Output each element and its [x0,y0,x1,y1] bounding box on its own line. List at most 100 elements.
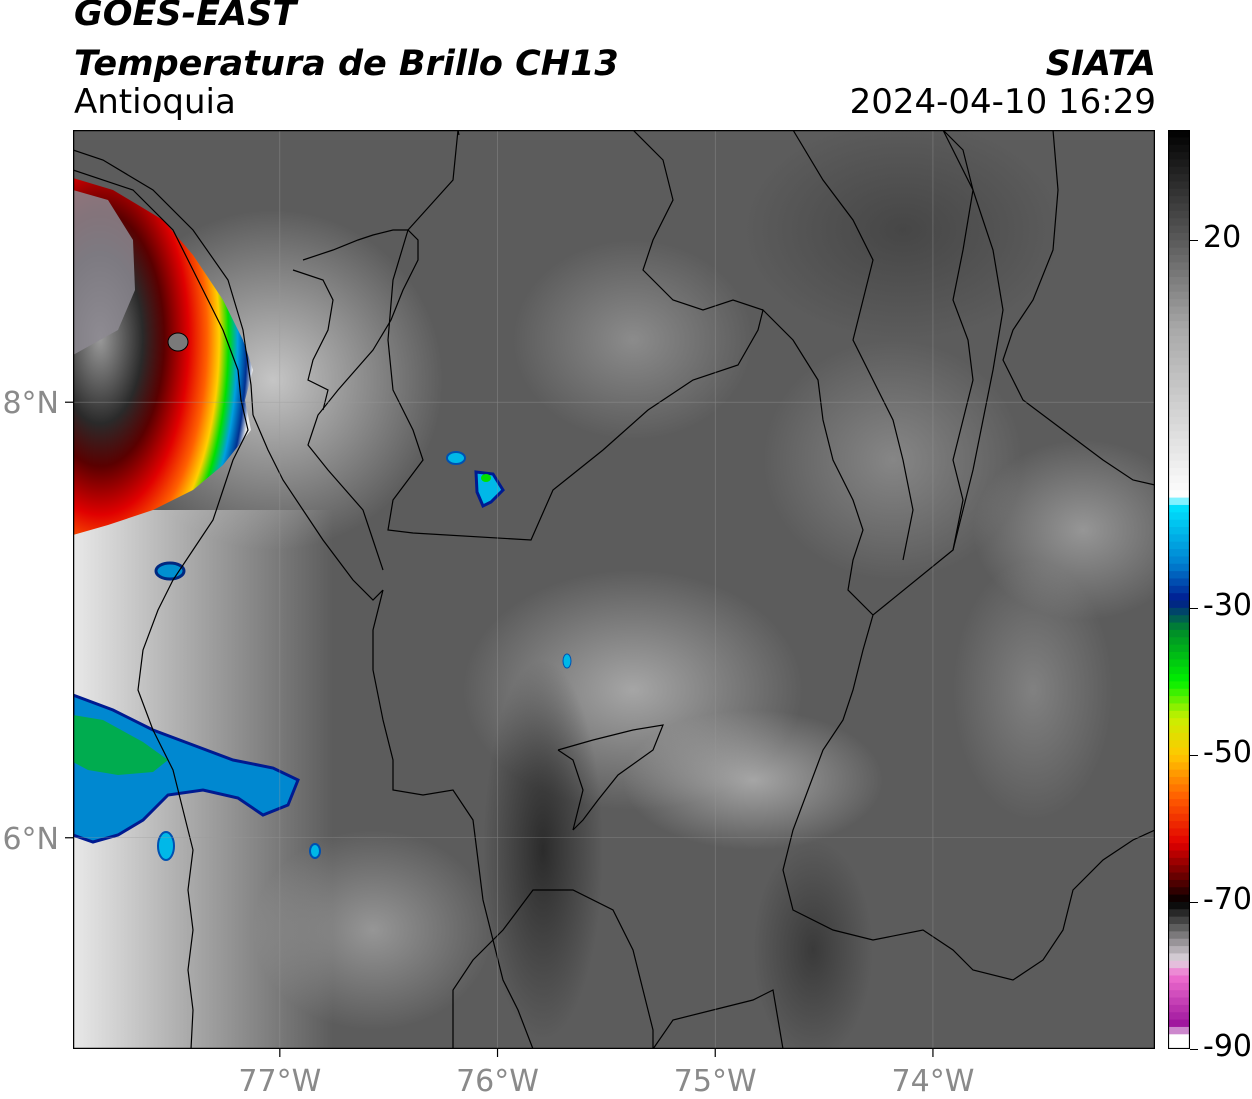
department-boundary-north [632,130,764,311]
colorbar-segment [1168,262,1190,271]
cell-north-main-core [481,474,491,482]
municipal-boundary-1 [557,724,664,831]
colorbar-segment [1168,659,1190,668]
colorbar-tick-label: -50 [1203,734,1252,770]
colorbar-segment [1168,527,1190,535]
colorbar-segment [1168,379,1190,388]
colorbar-segment [1168,1041,1190,1049]
colorbar-segment [1168,409,1190,418]
colorbar-segment [1168,835,1190,844]
colorbar-segment [1168,666,1190,675]
colorbar-segment [1168,328,1190,337]
colorbar-segment [1168,857,1190,866]
colorbar-segment [1168,313,1190,322]
colorbar-tick-mark [1190,240,1198,242]
colorbar-segment [1168,696,1190,705]
colorbar-segment [1168,725,1190,734]
colorbar-segment [1168,556,1190,565]
colorbar-segment [1168,688,1190,697]
colorbar-segment [1168,291,1190,300]
storm-band-fragment-2 [309,843,321,859]
colorbar-segment [1168,468,1190,477]
antioquia-southeast-boundary [782,614,1155,981]
antioquia-south-boundary [372,589,534,1049]
colorbar-segment [1168,387,1190,396]
colorbar-segment [1168,909,1190,918]
colorbar-segment [1168,960,1190,969]
storm-band-fragment [157,831,175,861]
map-frame [73,130,1155,1049]
dark-valley-south-east [753,840,873,1049]
colorbar-segment [1168,894,1190,903]
colorbar-segment [1168,277,1190,285]
colorbar-segment [1168,879,1190,888]
colorbar-segment [1168,225,1190,234]
municipal-boundary-2 [557,749,584,831]
colorbar-segment [1168,732,1190,741]
colorbar-segment [1168,850,1190,859]
colorbar-segment [1168,997,1190,1006]
colorbar-segment [1168,651,1190,660]
lat-ticks: 8°N 6°N [2,386,73,857]
colorbar-segment [1168,901,1190,910]
colorbar-segment [1168,703,1190,712]
colorbar-segment [1168,130,1190,138]
region-label: Antioquia [74,82,236,122]
colorbar-segment [1168,615,1190,624]
lon-tick-label: 75°W [674,1064,757,1099]
colorbar-segment [1168,710,1190,719]
lon-tick-label: 76°W [456,1064,539,1099]
lat-tick-label: 6°N [2,822,59,857]
colorbar-segment [1168,953,1190,962]
colorbar-segment [1168,549,1190,558]
colorbar-segment [1168,512,1190,521]
colorbar-segment [1168,343,1190,352]
colorbar-segment [1168,968,1190,977]
colorbar-segment [1168,806,1190,815]
colorbar-segment [1168,887,1190,896]
colorbar-segment [1168,416,1190,425]
lon-ticks: 77°W 76°W 75°W 74°W [238,1049,974,1099]
colorbar-segment [1168,541,1190,550]
colorbar-segment [1168,446,1190,455]
coastline-uraba [73,149,254,416]
colorbar-segment [1168,196,1190,205]
colorbar-segment [1168,365,1190,374]
colorbar-segment [1168,916,1190,925]
colorbar-segment [1168,402,1190,410]
colorbar-segment [1168,784,1190,793]
colorbar-segment [1168,865,1190,874]
gulf-uraba-west [252,414,384,601]
lat-tick-label: 8°N [2,386,59,421]
colorbar-segment [1168,144,1190,153]
product-title: Temperatura de Brillo CH13 [74,44,619,84]
colorbar-segment [1168,181,1190,190]
datetime-label: 2024-04-10 16:29 [849,82,1156,122]
colorbar-segment [1168,740,1190,749]
colorbar-segment [1168,762,1190,771]
boundaries [73,130,1155,1049]
colorbar-segment [1168,747,1190,756]
colorbar-segment [1168,718,1190,727]
colorbar-tick-mark [1190,1049,1198,1050]
department-boundary-south-2 [652,989,784,1049]
colorbar-segment [1168,828,1190,837]
agency-label: SIATA [1045,44,1156,84]
colorbar-segment [1168,607,1190,616]
colorbar-segment [1168,629,1190,638]
colorbar-segment [1168,622,1190,631]
colorbar-segment [1168,534,1190,543]
cloud-haze-south-west [253,830,493,1030]
colorbar-segment [1168,321,1190,330]
colorbar-segment [1168,394,1190,403]
department-boundary-east-2 [1002,130,1155,486]
colorbar-segment [1168,357,1190,366]
colorbar-segment [1168,299,1190,308]
cloud-haze-south-east [953,560,1113,820]
colorbar-segment [1168,240,1190,249]
colorbar-segment [1168,482,1190,491]
colorbar-segment [1168,284,1190,293]
colorbar-segment [1168,350,1190,359]
department-boundary-northeast [792,130,914,561]
